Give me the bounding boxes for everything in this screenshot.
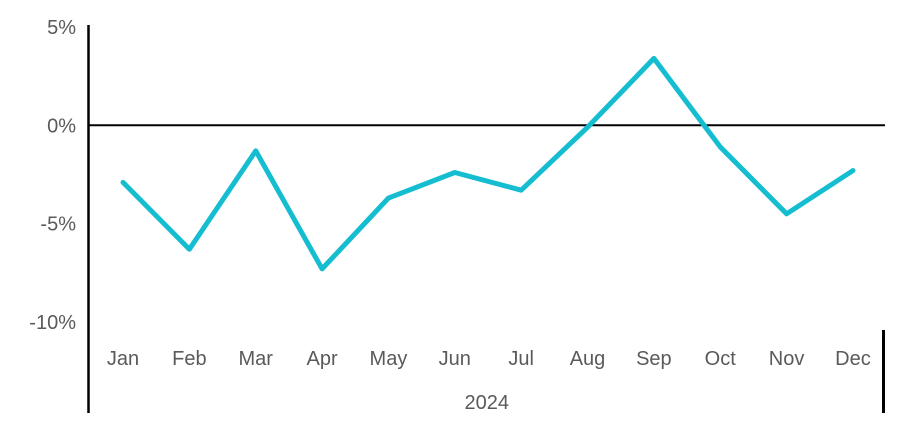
x-axis-title: 2024 [465, 392, 510, 414]
x-tick-label: Feb [172, 348, 206, 370]
x-tick-label: Jul [508, 348, 534, 370]
x-tick-label: Jan [107, 348, 139, 370]
y-tick-label: -5% [40, 214, 76, 236]
y-tick-label: 0% [47, 115, 76, 137]
y-tick-label: 5% [47, 17, 76, 39]
x-tick-label: May [370, 348, 408, 370]
x-tick-label: Oct [705, 348, 737, 370]
x-tick-label: Nov [769, 348, 805, 370]
x-tick-label: Dec [835, 348, 871, 370]
series-line [120, 55, 856, 272]
y-tick-label: -10% [29, 312, 76, 334]
x-tick-label: Mar [238, 348, 273, 370]
x-tick-label: Apr [307, 348, 338, 370]
x-tick-label: Aug [570, 348, 606, 370]
x-tick-label: Jun [439, 348, 471, 370]
x-tick-label: Sep [636, 348, 672, 370]
